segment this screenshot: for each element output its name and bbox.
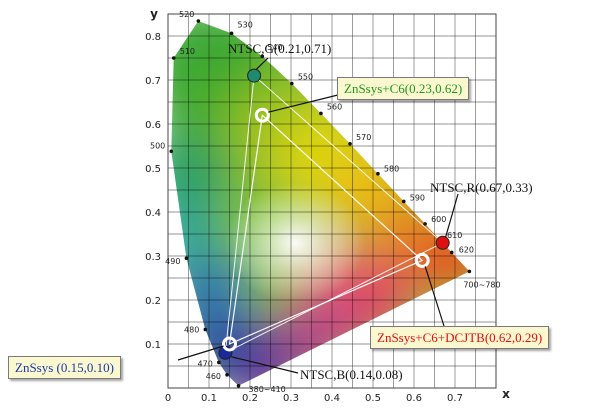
y-axis-label: y: [150, 7, 158, 21]
locus-point-510: [171, 56, 176, 60]
wavelength-label-590: 590: [410, 193, 425, 202]
wavelength-label-510: 510: [180, 47, 195, 56]
y-tick-label: 0.4: [145, 208, 161, 219]
x-tick-label: 0.1: [201, 393, 217, 404]
locus-point-550: [290, 81, 294, 86]
label-ntsc-g: NTSC,G(0.21,0.71): [228, 41, 331, 56]
y-tick-label: 0.1: [145, 340, 161, 351]
locus-point-580: [376, 171, 380, 176]
wavelength-label-490: 490: [165, 257, 180, 266]
y-tick-label: 0.2: [145, 296, 161, 307]
wavelength-label-470: 470: [198, 359, 213, 368]
wavelength-label-530: 530: [238, 20, 253, 29]
locus-point-530: [229, 31, 234, 36]
locus-point-540: [260, 54, 265, 59]
x-tick-label: 0.4: [324, 393, 340, 404]
ntsc-point-1: [435, 235, 450, 250]
label-ntsc-b: NTSC,B(0.14,0.08): [300, 367, 403, 382]
wavelength-label-570: 570: [356, 133, 371, 142]
locus-point-570: [348, 142, 352, 146]
locus-point-700~780: [467, 269, 472, 274]
leader-znssys-c6: [268, 91, 351, 113]
white-point-glow: [225, 182, 366, 303]
x-tick-label: 0.6: [406, 393, 422, 404]
leader-ntsc-b: [231, 356, 299, 374]
x-tick-label: 0: [165, 393, 171, 404]
wavelength-label-620: 620: [459, 245, 474, 254]
x-tick-label: 0.2: [242, 393, 258, 404]
wavelength-label-610: 610: [447, 231, 462, 240]
leader-ntsc-g: [255, 57, 269, 71]
locus-point-600: [423, 222, 427, 226]
locus-point-380~410: [236, 384, 241, 388]
label-ntsc-r: NTSC,R(0.67,0.33): [430, 180, 533, 195]
wavelength-label-700~780: 700~780: [463, 280, 500, 289]
x-tick-label: 0.5: [365, 393, 381, 404]
gamut-triangles: [224, 74, 444, 354]
wavelength-label-600: 600: [431, 215, 446, 224]
axes: xy: [150, 7, 510, 401]
leader-ntsc-r: [445, 193, 459, 237]
x-tick-label: 0.7: [447, 393, 463, 404]
locus-point-500: [169, 149, 174, 154]
x-tick-label: 0.3: [283, 393, 299, 404]
y-tick-label: 0.5: [145, 164, 161, 175]
locus-point-590: [401, 199, 406, 204]
locus-point-480: [203, 327, 208, 332]
locus-point-470: [217, 360, 221, 365]
annotation-labels: NTSC,G(0.21,0.71) NTSC,R(0.67,0.33) NTSC,B…: [228, 41, 533, 382]
color-blob-2: [171, 131, 230, 222]
leader-znssys-c6-dcjtb: [424, 266, 445, 327]
ntsc-point-0: [247, 68, 262, 83]
plot-frame: [167, 13, 497, 389]
locus-point-520: [196, 19, 201, 23]
wavelength-label-500: 500: [150, 141, 165, 150]
y-tick-label: 0.7: [145, 76, 161, 87]
locus-point-560: [319, 111, 323, 116]
annotation-leaders: [177, 57, 459, 374]
device-point-2: [222, 336, 237, 352]
leader-znssys: [177, 345, 224, 361]
locus-point-460: [225, 373, 229, 377]
ntsc-triangle: [224, 74, 444, 354]
x-axis-label: x: [502, 387, 510, 401]
locus-point-620: [449, 250, 454, 255]
label-znssys: ZnSsys (0.15,0.10): [8, 356, 121, 379]
wavelength-label-480: 480: [184, 325, 199, 334]
wavelength-label-580: 580: [384, 165, 399, 174]
wavelength-label-520: 520: [179, 10, 194, 19]
y-tick-label: 0.3: [145, 252, 161, 263]
wavelength-label-550: 550: [298, 73, 313, 82]
wavelength-label-380~410: 380~410: [249, 385, 286, 394]
y-tick-label: 0.6: [145, 120, 161, 131]
spectral-locus-marks: 380~410 460 470 480 490 500 510 520 530 540 550 560…: [150, 10, 501, 394]
device-triangle: [228, 113, 424, 345]
device-point-1: [414, 252, 430, 268]
device-point-0: [254, 107, 270, 123]
y-tick-label: 0.8: [145, 32, 161, 43]
wavelength-label-540: 540: [267, 43, 282, 52]
tick-labels: 0 0.1 0.2 0.3 0.4 0.5 0.6 0.7 0.1 0.2 0.3 0.4 0.5 0.6…: [145, 32, 463, 404]
data-points: [218, 68, 450, 360]
label-znssys-c6-dcjtb: ZnSsys+C6+DCJTB(0.62,0.29): [370, 326, 550, 349]
wavelength-label-560: 560: [327, 102, 342, 111]
label-znssys-c6: ZnSsys+C6(0.23,0.62): [337, 77, 470, 100]
wavelength-label-460: 460: [206, 372, 221, 381]
locus-point-490: [184, 256, 189, 261]
